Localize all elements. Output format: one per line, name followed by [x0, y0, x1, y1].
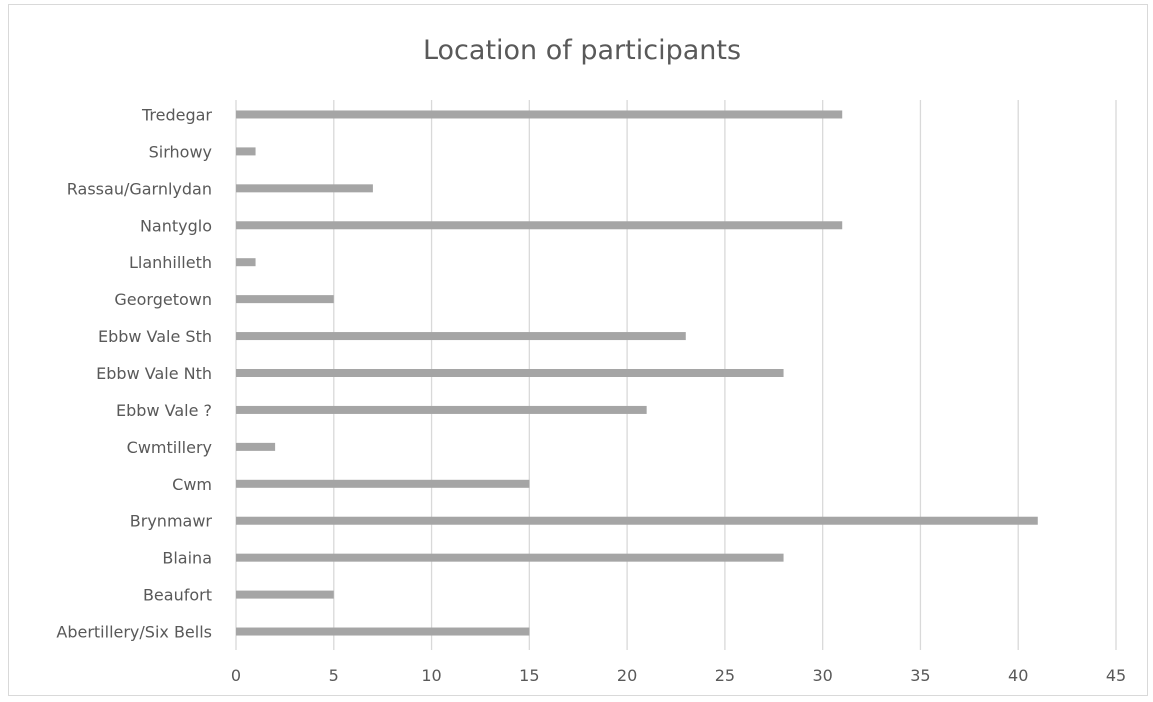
x-tick-labels: 0 5 10 15 20 25 30 35 40 45 [231, 666, 1126, 685]
x-tick-label: 40 [1008, 666, 1028, 685]
category-label: Llanhilleth [129, 253, 212, 272]
bar [236, 110, 843, 119]
x-tick-label: 45 [1106, 666, 1126, 685]
x-tick-label: 5 [329, 666, 339, 685]
bar [236, 479, 530, 488]
category-label: Georgetown [114, 290, 212, 309]
bar [236, 147, 256, 156]
category-label: Rassau/Garnlydan [67, 179, 212, 198]
x-tick-label: 30 [812, 666, 832, 685]
x-tick-label: 20 [617, 666, 637, 685]
category-label: Nantyglo [140, 216, 212, 235]
bar [236, 405, 647, 414]
bar [236, 590, 334, 599]
chart-frame [8, 4, 1148, 696]
category-label: Brynmawr [130, 512, 213, 531]
category-label: Tredegar [141, 105, 212, 124]
bar [236, 221, 843, 230]
x-tick-label: 10 [421, 666, 441, 685]
bar [236, 442, 276, 451]
category-label: Ebbw Vale Nth [96, 364, 212, 383]
bar [236, 516, 1038, 525]
category-labels: Abertillery/Six Bells Beaufort Blaina Brynm… [56, 105, 212, 641]
bar [236, 627, 530, 636]
category-label: Cwmtillery [127, 438, 212, 457]
bar [236, 553, 784, 562]
x-tick-label: 15 [519, 666, 539, 685]
bar [236, 295, 334, 304]
bar [236, 369, 784, 377]
chart-title: Location of participants [423, 35, 741, 66]
bars [236, 110, 1038, 636]
category-label: Blaina [162, 549, 212, 568]
x-tick-label: 0 [231, 666, 241, 685]
category-label: Ebbw Vale ? [116, 401, 212, 420]
category-label: Abertillery/Six Bells [56, 623, 212, 642]
category-label: Sirhowy [149, 142, 212, 161]
bar [236, 332, 686, 341]
x-tick-label: 35 [910, 666, 930, 685]
category-label: Beaufort [143, 586, 212, 605]
category-label: Ebbw Vale Sth [98, 327, 212, 346]
x-tick-label: 25 [715, 666, 735, 685]
bar [236, 184, 373, 193]
category-label: Cwm [172, 475, 212, 494]
bar [236, 258, 256, 267]
